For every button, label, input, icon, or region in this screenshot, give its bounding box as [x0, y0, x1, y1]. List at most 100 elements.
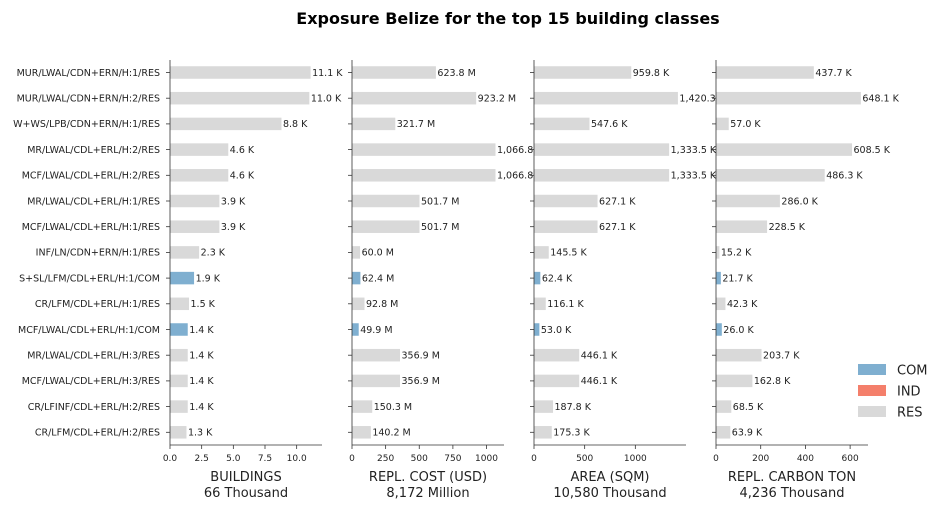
bar: [352, 169, 496, 182]
legend-label: RES: [897, 406, 923, 421]
panel-1: 11.1 K 11.0 K 8.8 K 4.6 K 4.6 K 3.9 K 3.9 K 2.3…: [163, 60, 343, 501]
bar-value-label: 356.9 M: [402, 376, 440, 387]
x-axis-label: BUILDINGS: [210, 470, 281, 485]
bar: [716, 169, 825, 182]
bar: [170, 66, 311, 79]
bar: [170, 297, 189, 311]
bar-value-label: 547.6 K: [591, 119, 628, 130]
chart-panels: MUR/LWAL/CDN+ERN/H:1/RES MUR/LWAL/CDN+ERN…: [13, 60, 900, 501]
x-axis-label: REPL. COST (USD): [369, 470, 487, 485]
bar: [716, 220, 768, 233]
x-tick-label: 0: [713, 454, 719, 464]
x-tick-label: 0: [531, 454, 537, 464]
bar-value-label: 53.0 K: [541, 325, 572, 336]
bar: [352, 117, 396, 131]
bar-value-label: 1.4 K: [189, 376, 214, 387]
bar-value-label: 62.4 M: [362, 273, 394, 284]
bar: [716, 143, 853, 156]
bar-value-label: 162.8 K: [754, 376, 791, 387]
x-axis-total: 8,172 Million: [386, 486, 469, 501]
bar-value-label: 21.7 K: [722, 273, 753, 284]
bar-value-label: 140.2 M: [372, 428, 410, 439]
bar-value-label: 286.0 K: [781, 196, 818, 207]
category-label: CR/LFM/CDL+ERL/H:1/RES: [35, 299, 160, 310]
bar: [352, 246, 361, 259]
bar: [716, 297, 726, 311]
bar-value-label: 1,333.5 K: [671, 171, 717, 182]
bar-value-label: 8.8 K: [283, 119, 308, 130]
bar-value-label: 11.0 K: [311, 94, 342, 105]
bar-value-label: 1,420.3 K: [679, 94, 725, 105]
category-label: MCF/LWAL/CDL+ERL/H:2/RES: [22, 171, 160, 182]
bar: [352, 426, 371, 439]
bar: [170, 220, 220, 233]
bar-value-label: 92.8 M: [366, 299, 398, 310]
bar-value-label: 175.3 K: [553, 428, 590, 439]
bar-value-label: 63.9 K: [732, 428, 763, 439]
bar-value-label: 1,066.8 M: [497, 145, 544, 156]
bar: [352, 374, 401, 388]
x-tick-label: 5.0: [226, 454, 241, 464]
bar-value-label: 486.3 K: [826, 171, 863, 182]
chart-title: Exposure Belize for the top 15 building …: [296, 9, 719, 28]
chart-legend: COM IND RES: [858, 364, 928, 421]
bar: [352, 297, 365, 311]
bar: [716, 271, 721, 285]
bar-value-label: 4.6 K: [230, 145, 255, 156]
bar: [716, 246, 720, 259]
bar-value-label: 116.1 K: [547, 299, 584, 310]
x-axis-label: REPL. CARBON TON: [728, 470, 856, 485]
bar: [170, 246, 200, 259]
x-axis-total: 4,236 Thousand: [740, 486, 845, 501]
bar: [716, 400, 732, 413]
bar: [170, 117, 282, 131]
bar-value-label: 150.3 M: [374, 402, 412, 413]
bar-value-label: 62.4 K: [542, 273, 573, 284]
x-tick-label: 500: [411, 454, 428, 464]
x-axis-total: 10,580 Thousand: [553, 486, 666, 501]
bar-value-label: 501.7 M: [421, 222, 459, 233]
bar: [534, 271, 541, 285]
bar-value-label: 321.7 M: [397, 119, 435, 130]
bar-value-label: 3.9 K: [221, 222, 246, 233]
x-tick-label: 250: [377, 454, 394, 464]
bar: [534, 374, 580, 388]
bar: [352, 323, 359, 336]
category-label: MR/LWAL/CDL+ERL/H:2/RES: [27, 145, 160, 156]
bar: [534, 297, 546, 311]
bar-value-label: 68.5 K: [733, 402, 764, 413]
bar-value-label: 627.1 K: [599, 222, 636, 233]
bar: [170, 91, 310, 105]
bar-value-label: 3.9 K: [221, 196, 246, 207]
legend-swatch: [858, 385, 886, 396]
category-label: CR/LFINF/CDL+ERL/H:2/RES: [28, 402, 160, 413]
bar-value-label: 1.3 K: [188, 428, 213, 439]
bar-value-label: 627.1 K: [599, 196, 636, 207]
bar: [352, 66, 436, 79]
bar-value-label: 1.5 K: [191, 299, 216, 310]
x-tick-label: 200: [752, 454, 769, 464]
bar-value-label: 1.4 K: [189, 325, 214, 336]
bar: [352, 271, 361, 285]
x-axis-total: 66 Thousand: [204, 486, 288, 501]
x-tick-label: 600: [842, 454, 859, 464]
bar-value-label: 923.2 M: [478, 94, 516, 105]
bar: [716, 374, 753, 388]
legend-swatch: [858, 364, 886, 375]
bar-value-label: 1,066.8 M: [497, 171, 544, 182]
x-tick-label: 1000: [475, 454, 498, 464]
bar-value-label: 501.7 M: [421, 196, 459, 207]
bar-value-label: 42.3 K: [727, 299, 758, 310]
category-label: W+WS/LPB/CDN+ERN/H:1/RES: [13, 119, 160, 130]
bar: [352, 143, 496, 156]
x-tick-label: 500: [576, 454, 593, 464]
bar: [534, 323, 540, 336]
bar-value-label: 49.9 M: [360, 325, 392, 336]
bar-value-label: 623.8 M: [437, 68, 475, 79]
bar-value-label: 11.1 K: [312, 68, 343, 79]
category-label: MCF/LWAL/CDL+ERL/H:1/RES: [22, 222, 160, 233]
bar: [716, 323, 722, 336]
category-label: S+SL/LFM/CDL+ERL/H:1/COM: [19, 273, 160, 284]
bar: [534, 91, 678, 105]
